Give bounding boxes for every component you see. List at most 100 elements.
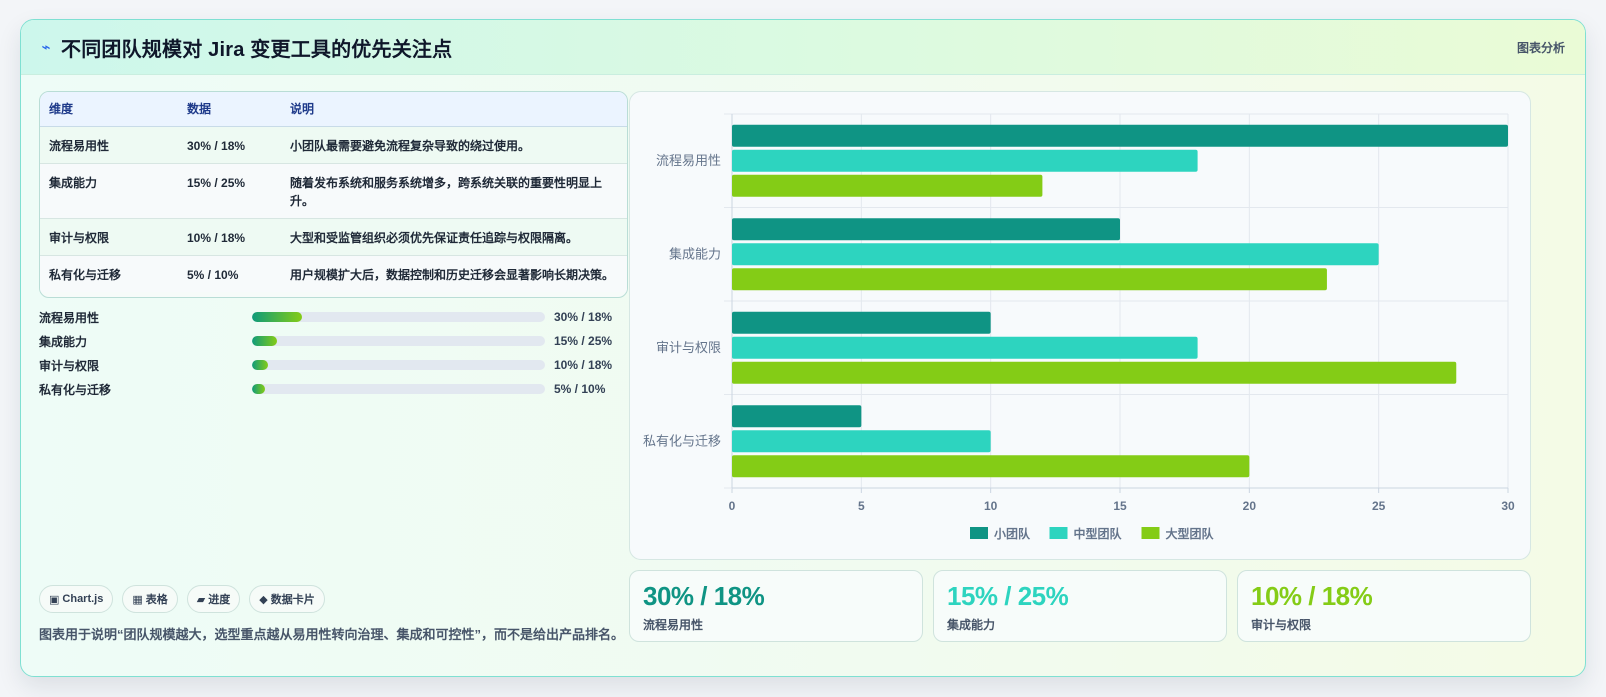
stat-value: 30% / 18% — [643, 581, 765, 611]
stat-card: 15% / 25% 集成能力 — [933, 570, 1227, 642]
pill-label: 进度 — [208, 594, 231, 606]
legend-swatch — [970, 527, 988, 539]
bar — [732, 430, 991, 453]
progress-track — [252, 384, 545, 394]
diamond-icon: ◆ — [259, 593, 268, 606]
x-tick-label: 30 — [1501, 499, 1515, 513]
progress-value: 30% / 18% — [554, 310, 613, 324]
progress-label: 流程易用性 — [39, 310, 100, 325]
table-row: 集成能力 15% / 25% 随着发布系统和服务系统增多，跨系统关联的重要性明显… — [40, 163, 627, 219]
pill-label: 数据卡片 — [270, 594, 315, 606]
stat-card: 10% / 18% 审计与权限 — [1237, 570, 1531, 642]
bar — [732, 174, 1043, 197]
legend-label: 大型团队 — [1166, 526, 1215, 541]
table-icon: ▦ — [132, 593, 143, 606]
bar — [732, 336, 1198, 359]
summary-table: 维度 数据 说明 流程易用性 30% / 18% 小团队最需要避免流程复杂导致的… — [39, 91, 628, 298]
bar — [732, 311, 991, 334]
progress-fill — [252, 336, 277, 346]
chart-note: 图表用于说明“团队规模越大，选型重点越从易用性转向治理、集成和可控性”，而不是给… — [39, 627, 625, 642]
legend-swatch — [1049, 527, 1068, 539]
table-row: 流程易用性 30% / 18% 小团队最需要避免流程复杂导致的绕过使用。 — [40, 126, 627, 164]
chart-icon: ▣ — [49, 593, 60, 606]
bar — [732, 455, 1250, 478]
progress-label: 私有化与迁移 — [39, 382, 112, 397]
progress-list: 流程易用性 30% / 18% 集成能力 15% / 25% 审计与权限 10%… — [39, 305, 628, 401]
progress-track — [252, 360, 545, 370]
bar-chart-panel: 0 5 10 15 20 25 30 流程易用性集成能力审计与权限私有化与迁移小团队 中型团队 大… — [629, 91, 1531, 560]
x-tick-label: 0 — [729, 499, 736, 513]
stat-card: 30% / 18% 流程易用性 — [629, 570, 923, 642]
y-category-label: 审计与权限 — [656, 340, 721, 355]
bar — [732, 149, 1198, 172]
stat-label: 流程易用性 — [643, 618, 704, 632]
stat-label: 审计与权限 — [1251, 618, 1312, 632]
progress-fill — [252, 312, 302, 322]
table-header-dimension: 维度 — [40, 92, 178, 127]
stat-value: 10% / 18% — [1251, 581, 1373, 611]
progress-fill — [252, 360, 269, 370]
bar — [732, 361, 1457, 384]
progress-icon: ▰ — [196, 593, 206, 606]
chart-analysis-tag: 图表分析 — [1516, 40, 1565, 55]
table-cell-data: 5% / 10% — [178, 255, 281, 292]
x-tick-label: 10 — [984, 499, 998, 513]
progress-fill — [252, 384, 266, 394]
card-header: ⌁ 不同团队规模对 Jira 变更工具的优先关注点 图表分析 — [21, 20, 1585, 75]
x-tick-label: 15 — [1113, 499, 1127, 513]
pill-progress[interactable]: ▰ 进度 — [186, 585, 241, 613]
progress-track — [252, 312, 545, 322]
tech-pills: ▣ Chart.js ▦ 表格 ▰ 进度 ◆ 数据卡片 — [39, 585, 325, 613]
pill-label: Chart.js — [62, 593, 104, 605]
y-category-label: 私有化与迁移 — [643, 433, 721, 448]
table-cell-description: 随着发布系统和服务系统增多，跨系统关联的重要性明显上升。 — [281, 163, 627, 219]
legend-label: 小团队 — [994, 526, 1031, 541]
legend-label: 中型团队 — [1074, 526, 1123, 541]
y-category-label: 流程易用性 — [656, 153, 721, 168]
progress-row: 审计与权限 10% / 18% — [39, 353, 628, 377]
pill-chartjs[interactable]: ▣ Chart.js — [39, 585, 114, 613]
table-cell-data: 10% / 18% — [178, 218, 281, 256]
bar — [732, 243, 1379, 266]
pill-table[interactable]: ▦ 表格 — [122, 585, 178, 613]
stat-label: 集成能力 — [947, 618, 996, 632]
progress-value: 15% / 25% — [554, 334, 613, 348]
table-header-description: 说明 — [281, 92, 627, 127]
table-cell-dimension: 私有化与迁移 — [40, 255, 178, 292]
table-cell-dimension: 集成能力 — [40, 163, 178, 219]
pill-data-card[interactable]: ◆ 数据卡片 — [249, 585, 325, 613]
x-tick-label: 20 — [1243, 499, 1257, 513]
bar — [732, 124, 1508, 147]
page-title: 不同团队规模对 Jira 变更工具的优先关注点 — [61, 38, 453, 61]
legend-swatch — [1141, 527, 1160, 539]
x-tick-label: 25 — [1372, 499, 1386, 513]
progress-label: 集成能力 — [39, 334, 88, 349]
table-cell-dimension: 审计与权限 — [40, 218, 178, 256]
table-cell-description: 大型和受监管组织必须优先保证责任追踪与权限隔离。 — [281, 218, 627, 256]
bar — [732, 405, 862, 428]
bolt-icon: ⌁ — [41, 39, 51, 56]
table-cell-description: 小团队最需要避免流程复杂导致的绕过使用。 — [281, 126, 627, 164]
stat-value: 15% / 25% — [947, 581, 1069, 611]
progress-value: 5% / 10% — [554, 382, 606, 396]
bar — [732, 218, 1120, 241]
progress-row: 私有化与迁移 5% / 10% — [39, 377, 628, 401]
x-tick-label: 5 — [858, 499, 865, 513]
progress-label: 审计与权限 — [39, 358, 100, 373]
table-cell-data: 30% / 18% — [178, 126, 281, 164]
table-row: 私有化与迁移 5% / 10% 用户规模扩大后，数据控制和历史迁移会显著影响长期… — [40, 255, 627, 292]
table-row: 审计与权限 10% / 18% 大型和受监管组织必须优先保证责任追踪与权限隔离。 — [40, 218, 627, 256]
y-category-label: 集成能力 — [669, 246, 721, 261]
table-cell-dimension: 流程易用性 — [40, 126, 178, 164]
progress-row: 集成能力 15% / 25% — [39, 329, 628, 353]
bar — [732, 268, 1327, 291]
table-header-row: 维度 数据 说明 — [40, 92, 627, 127]
table-cell-description: 用户规模扩大后，数据控制和历史迁移会显著影响长期决策。 — [281, 255, 627, 292]
table-header-data: 数据 — [178, 92, 281, 127]
dashboard-card: ⌁ 不同团队规模对 Jira 变更工具的优先关注点 图表分析 维度 数据 说明 … — [20, 19, 1586, 677]
table-cell-data: 15% / 25% — [178, 163, 281, 219]
progress-value: 10% / 18% — [554, 358, 613, 372]
pill-label: 表格 — [145, 594, 168, 606]
progress-row: 流程易用性 30% / 18% — [39, 305, 628, 329]
